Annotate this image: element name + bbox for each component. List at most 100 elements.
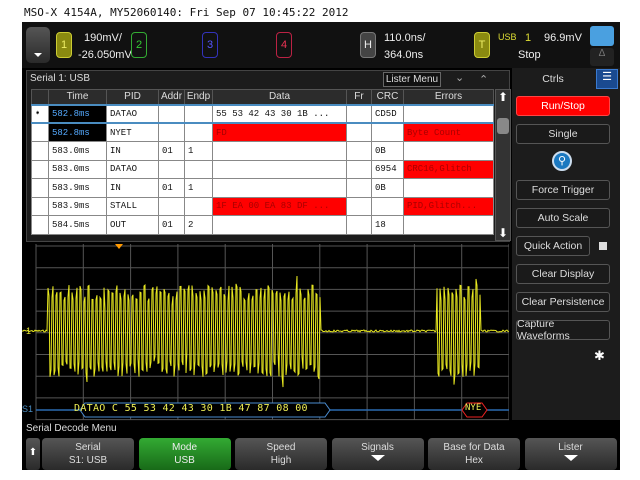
zoom-select-icon[interactable]	[590, 26, 614, 46]
horizontal-scale: 110.0ns/	[384, 32, 426, 44]
delta-cursor-icon[interactable]: Δ	[590, 48, 614, 66]
cell-time: 584.5ms	[48, 215, 107, 235]
top-status-bar: 1 190mV/ -26.050mV 2 3 4 H 110.0ns/ 364.…	[22, 22, 620, 68]
cell-pid: DATAO	[106, 159, 159, 179]
channel-1-waveform	[21, 275, 510, 388]
scroll-up-icon[interactable]: ⬆	[497, 90, 509, 104]
ch1-scale: 190mV/	[84, 32, 122, 44]
settings-gear-icon[interactable]: ✱	[594, 348, 605, 363]
cell-data: 1F EA 00 EA 83 DF ...	[212, 196, 347, 216]
lister-scrollbar[interactable]: ⬆ ⬇	[495, 89, 511, 241]
cell-time: 582.8ms	[48, 122, 107, 142]
cell-data: 55 53 42 43 30 1B ...	[212, 103, 347, 124]
table-row[interactable]: 583.9ms IN 01 1 0B	[31, 178, 494, 198]
tab-ctrls[interactable]: Ctrls	[542, 73, 564, 85]
cell-errors: PID,Glitch...	[403, 196, 494, 216]
quick-action-button[interactable]: Quick Action	[516, 236, 590, 256]
clear-persistence-button[interactable]: Clear Persistence	[516, 292, 610, 312]
scroll-down-icon[interactable]: ⬇	[497, 226, 509, 240]
column-header[interactable]: Time	[48, 89, 107, 105]
menu-title: Serial Decode Menu	[26, 423, 117, 434]
table-row[interactable]: 582.8ms NYET FD Byte Count	[31, 122, 494, 142]
cell-endp	[184, 103, 213, 124]
tab-menu-icon[interactable]: ☰	[596, 69, 618, 89]
force-trigger-button[interactable]: Force Trigger	[516, 180, 610, 200]
softkey-label: Serial	[75, 442, 101, 453]
cell-addr	[158, 159, 185, 179]
softkey-lister[interactable]: Lister	[524, 438, 617, 470]
column-header[interactable]: Errors	[403, 89, 494, 105]
table-row[interactable]: 583.9ms STALL 1F EA 00 EA 83 DF ... PID,Gli…	[31, 196, 494, 216]
cell-endp: 1	[184, 141, 213, 161]
cell-data	[212, 159, 347, 179]
cell-pid: STALL	[106, 196, 159, 216]
waveform-display[interactable]: 1 DATAO C 55 53 42 43 30 1B 47 87 08 00 …	[21, 242, 510, 422]
column-header[interactable]: Endp	[184, 89, 213, 105]
column-header[interactable]: PID	[106, 89, 159, 105]
lister-panel: Serial 1: USB Lister Menu ⌄ ⌃ Time PID Add…	[26, 70, 511, 242]
cell-time: 582.8ms	[48, 103, 107, 124]
single-button[interactable]: Single	[516, 124, 610, 144]
capture-waveforms-button[interactable]: Capture Waveforms	[516, 318, 610, 342]
cell-pid: IN	[106, 141, 159, 161]
softkey-base-for-data[interactable]: Base for Data Hex	[428, 438, 520, 470]
trigger-channel: 1	[525, 32, 532, 44]
lister-table: Time PID Addr Endp Data Fr CRC Errors ➧ 582.8ms D…	[31, 89, 494, 235]
trigger-source: USB	[498, 32, 517, 42]
decode-packet-nyet: NYE	[465, 403, 482, 413]
lister-title: Serial 1: USB	[30, 73, 91, 84]
cell-addr	[158, 103, 185, 124]
cell-fr	[346, 178, 372, 198]
expand-up-icon[interactable]: ⌃	[479, 74, 489, 86]
auto-scale-button[interactable]: Auto Scale	[516, 208, 610, 228]
trigger-level: 96.9mV	[544, 32, 582, 44]
clear-display-button[interactable]: Clear Display	[516, 264, 610, 284]
cell-errors	[403, 103, 494, 124]
table-row[interactable]: ➧ 582.8ms DATAO 55 53 42 43 30 1B ... CD5D	[31, 103, 494, 124]
cell-data	[212, 178, 347, 198]
cell-fr	[346, 159, 372, 179]
column-header[interactable]: Addr	[158, 89, 185, 105]
column-header[interactable]: Data	[212, 89, 347, 105]
table-row[interactable]: 584.5ms OUT 01 2 18	[31, 215, 494, 235]
softkey-speed[interactable]: Speed High	[235, 438, 327, 470]
softkey-value: Hex	[465, 455, 483, 466]
menu-back-button[interactable]: ⬆	[26, 438, 40, 470]
softkey-signals[interactable]: Signals	[331, 438, 424, 470]
scope-screen: 1 190mV/ -26.050mV 2 3 4 H 110.0ns/ 364.…	[21, 22, 620, 470]
softkey-serial[interactable]: Serial S1: USB	[42, 438, 134, 470]
cell-addr	[158, 122, 185, 142]
column-header[interactable]: CRC	[371, 89, 404, 105]
cell-addr: 01	[158, 141, 185, 161]
softkey-label: Speed	[266, 442, 296, 453]
arrow-down-icon	[370, 455, 385, 461]
table-row[interactable]: 583.0ms IN 01 1 0B	[31, 141, 494, 161]
cell-errors	[403, 178, 494, 198]
channel-2-button[interactable]: 2	[131, 32, 147, 58]
cell-fr	[346, 215, 372, 235]
channel-4-button[interactable]: 4	[276, 32, 292, 58]
cell-fr	[346, 141, 372, 161]
horizontal-button[interactable]: H	[360, 32, 376, 58]
cell-errors: Byte Count	[403, 122, 494, 142]
trigger-button[interactable]: T	[474, 32, 490, 58]
table-row[interactable]: 583.0ms DATAO 6954 CRC16,Glitch	[31, 159, 494, 179]
channel-3-button[interactable]: 3	[202, 32, 218, 58]
channel-1-button[interactable]: 1	[56, 32, 72, 58]
softkey-value: S1: USB	[68, 455, 108, 466]
window-title: MSO-X 4154A, MY52060140: Fri Sep 07 10:4…	[24, 6, 349, 19]
quick-action-config-icon[interactable]	[599, 242, 607, 250]
column-header[interactable]	[31, 89, 49, 105]
run-stop-button[interactable]: Run/Stop	[516, 96, 610, 116]
softkey-mode[interactable]: Mode USB	[138, 438, 231, 470]
main-menu-button[interactable]	[26, 27, 50, 63]
lister-menu-button[interactable]: Lister Menu	[383, 72, 441, 87]
cell-crc: 6954	[371, 159, 404, 179]
scroll-thumb[interactable]	[497, 118, 509, 134]
column-header[interactable]: Fr	[346, 89, 372, 105]
collapse-down-icon[interactable]: ⌄	[455, 72, 465, 84]
search-icon[interactable]: ⚲	[552, 151, 572, 171]
cell-crc: CD5D	[371, 103, 404, 124]
horizontal-delay: 364.0ns	[384, 49, 424, 61]
decode-packet-box	[79, 402, 331, 418]
